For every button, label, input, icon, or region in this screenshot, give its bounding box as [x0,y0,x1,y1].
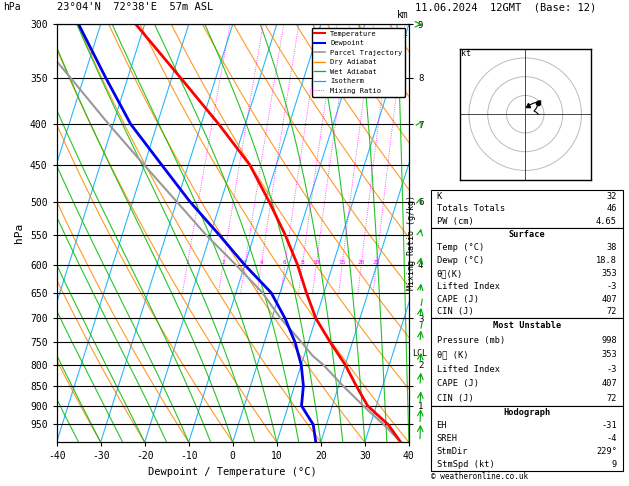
Text: 353: 353 [601,350,617,359]
Text: CIN (J): CIN (J) [437,308,474,316]
FancyBboxPatch shape [431,190,623,228]
Text: 4.65: 4.65 [596,217,617,226]
Text: Lifted Index: Lifted Index [437,282,499,291]
Text: 38: 38 [606,243,617,252]
Text: 407: 407 [601,380,617,388]
Text: Surface: Surface [508,230,545,239]
Text: 32: 32 [606,191,617,201]
Text: PW (cm): PW (cm) [437,217,474,226]
Text: 998: 998 [601,336,617,345]
Text: 229°: 229° [596,447,617,456]
Text: -31: -31 [601,421,617,430]
Text: kt: kt [462,49,472,58]
Text: 407: 407 [601,295,617,304]
Text: 23°04'N  72°38'E  57m ASL: 23°04'N 72°38'E 57m ASL [57,2,213,13]
Text: 1: 1 [186,260,189,265]
Text: Hodograph: Hodograph [503,408,550,417]
Text: -4: -4 [606,434,617,443]
Text: LCL: LCL [413,349,427,358]
Text: CAPE (J): CAPE (J) [437,380,479,388]
Text: 11.06.2024  12GMT  (Base: 12): 11.06.2024 12GMT (Base: 12) [415,2,596,13]
Text: hPa: hPa [3,2,21,13]
Text: 10: 10 [313,260,320,265]
Text: -3: -3 [606,365,617,374]
Text: -3: -3 [606,282,617,291]
Text: Dewp (°C): Dewp (°C) [437,256,484,265]
Text: SREH: SREH [437,434,458,443]
Text: 15: 15 [338,260,346,265]
Text: 2: 2 [221,260,225,265]
Text: 6: 6 [283,260,287,265]
Text: 18.8: 18.8 [596,256,617,265]
Text: Mixing Ratio (g/kg): Mixing Ratio (g/kg) [408,195,416,291]
Text: 8: 8 [301,260,304,265]
FancyBboxPatch shape [431,318,623,406]
Text: 4: 4 [259,260,263,265]
Text: 353: 353 [601,269,617,278]
Text: CAPE (J): CAPE (J) [437,295,479,304]
X-axis label: Dewpoint / Temperature (°C): Dewpoint / Temperature (°C) [148,467,317,477]
Legend: Temperature, Dewpoint, Parcel Trajectory, Dry Adiabat, Wet Adiabat, Isotherm, Mi: Temperature, Dewpoint, Parcel Trajectory… [311,28,405,97]
Text: StmSpd (kt): StmSpd (kt) [437,460,494,469]
Text: 72: 72 [606,394,617,403]
Text: Lifted Index: Lifted Index [437,365,499,374]
Text: 46: 46 [606,205,617,213]
Text: K: K [437,191,442,201]
Text: Most Unstable: Most Unstable [493,321,561,330]
Y-axis label: hPa: hPa [14,223,25,243]
Text: 3: 3 [243,260,247,265]
Text: 25: 25 [372,260,380,265]
Text: ASL: ASL [391,29,409,38]
Text: CIN (J): CIN (J) [437,394,474,403]
Text: StmDir: StmDir [437,447,468,456]
Text: Temp (°C): Temp (°C) [437,243,484,252]
Text: © weatheronline.co.uk: © weatheronline.co.uk [431,472,528,481]
Text: 9: 9 [612,460,617,469]
Text: 20: 20 [357,260,365,265]
Text: Totals Totals: Totals Totals [437,205,505,213]
FancyBboxPatch shape [431,406,623,471]
Text: EH: EH [437,421,447,430]
Text: 72: 72 [606,308,617,316]
FancyBboxPatch shape [431,228,623,318]
Text: km: km [397,10,409,20]
Text: Pressure (mb): Pressure (mb) [437,336,505,345]
Text: θᴇ(K): θᴇ(K) [437,269,463,278]
Text: θᴇ (K): θᴇ (K) [437,350,468,359]
